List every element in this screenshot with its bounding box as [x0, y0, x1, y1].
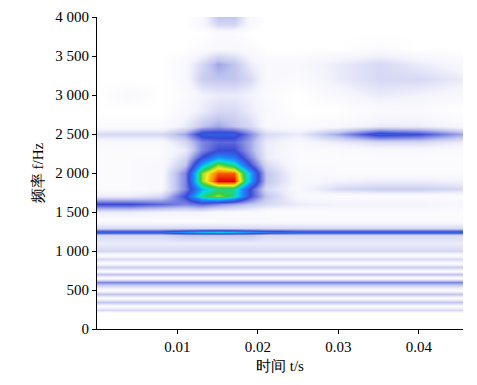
svg-text:2 000: 2 000	[55, 165, 89, 181]
svg-text:1 000: 1 000	[55, 243, 89, 259]
svg-text:0.04: 0.04	[406, 339, 433, 355]
svg-text:0.03: 0.03	[325, 339, 351, 355]
svg-text:500: 500	[67, 282, 90, 298]
svg-text:2 500: 2 500	[55, 126, 89, 142]
svg-text:0: 0	[82, 321, 90, 337]
svg-text:0.01: 0.01	[164, 339, 190, 355]
svg-text:3 500: 3 500	[55, 48, 89, 64]
svg-text:1 500: 1 500	[55, 204, 89, 220]
svg-text:4 000: 4 000	[55, 9, 89, 25]
svg-text:时间 t/s: 时间 t/s	[256, 358, 304, 374]
svg-text:0.02: 0.02	[245, 339, 271, 355]
svg-text:3 000: 3 000	[55, 87, 89, 103]
svg-text:频率 f/Hz: 频率 f/Hz	[30, 142, 46, 203]
